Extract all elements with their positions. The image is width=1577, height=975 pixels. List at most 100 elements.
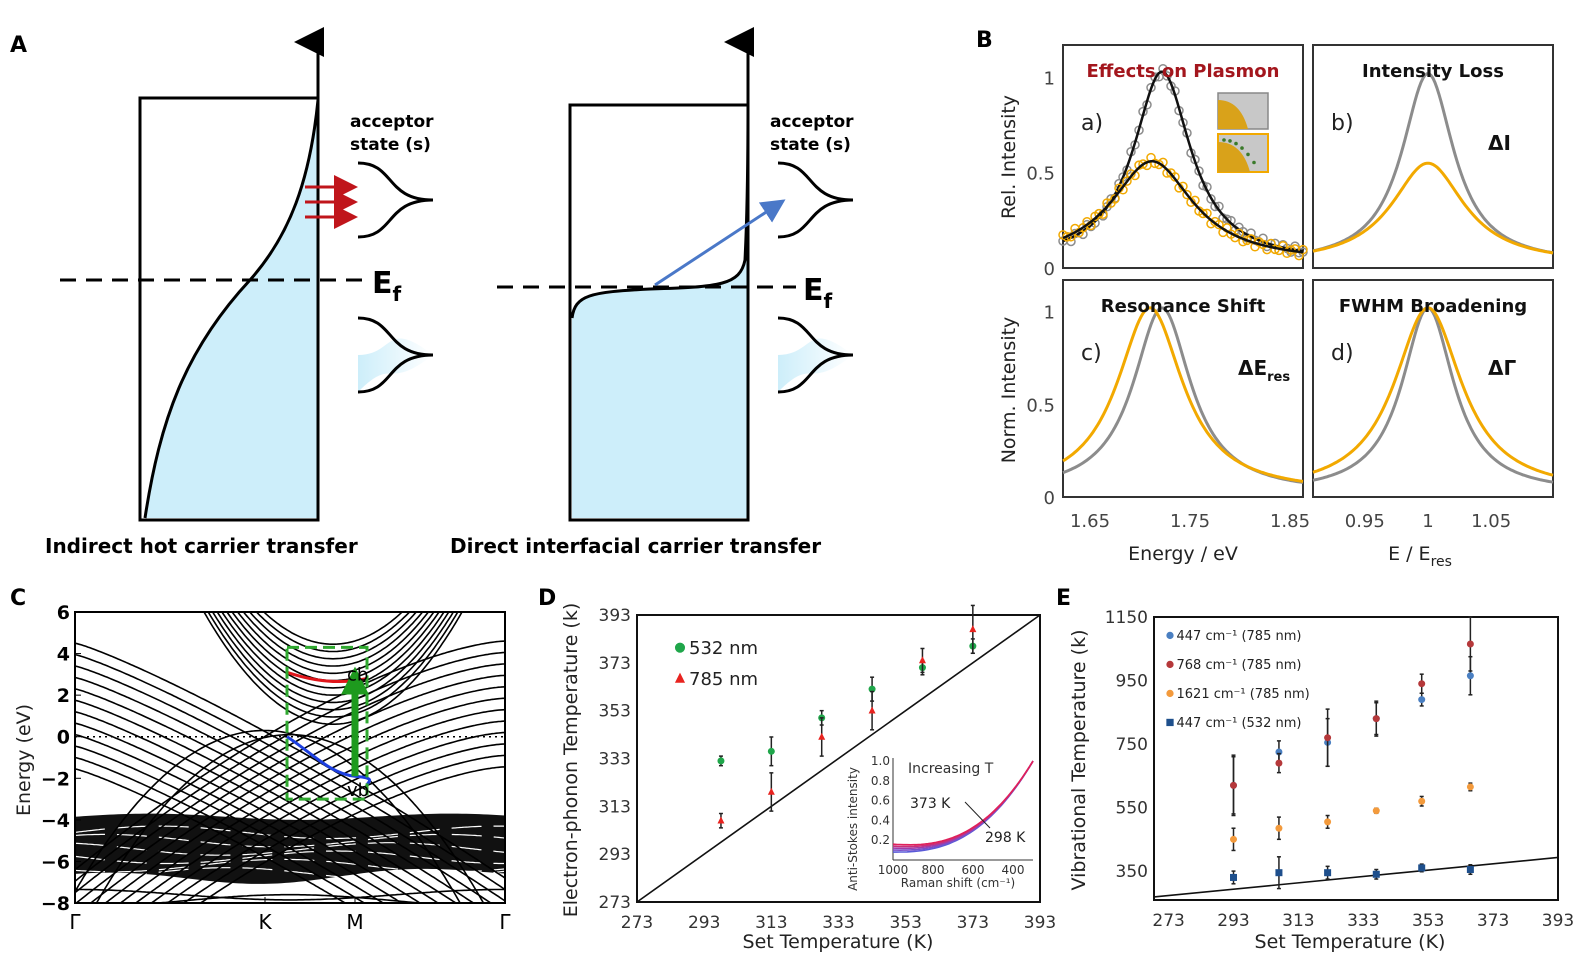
legend-label: 447 cm⁻¹ (532 nm) [1177, 716, 1302, 731]
y-tick-label: 0 [57, 727, 70, 749]
b-xlabel-right: E / Eres [1388, 543, 1452, 570]
data-marker-gray [1206, 194, 1216, 204]
inset-y-tick-label: 0.6 [871, 794, 890, 808]
panel-e: E 273 293 313 333 353 373 393 350 550 750 950 1150 4… [1056, 586, 1574, 953]
data-point [1372, 807, 1380, 815]
x-tick-label: 0.95 [1345, 511, 1385, 532]
legend-marker [674, 642, 686, 653]
subplot-title: Intensity Loss [1362, 61, 1504, 82]
subplot-frame [1062, 279, 1304, 498]
inset-ylabel: Anti-Stokes intensity [846, 767, 860, 891]
y-tick-label: 750 [1116, 735, 1148, 755]
band-line [221, 612, 445, 696]
band-line [119, 708, 505, 903]
direct-transfer-arrow [654, 199, 786, 287]
band-line [75, 888, 505, 901]
data-point [1418, 696, 1426, 704]
data-marker-orange [1094, 208, 1104, 219]
panel-label-b: B [976, 28, 993, 53]
band-lines [75, 612, 505, 903]
panel-label-c: C [10, 586, 26, 611]
y-tick-label: 373 [599, 654, 631, 674]
adsorbate-molecule [1234, 141, 1238, 146]
data-marker-orange [1110, 194, 1120, 204]
data-point [1230, 873, 1238, 881]
vibrational-temperature-plot: 273 293 313 333 353 373 393 350 550 750 950 1150 447… [1105, 608, 1574, 931]
direct-transfer-diagram: Ef acceptor state (s) Direct interfacial… [450, 27, 854, 558]
curve-gray [1312, 306, 1554, 484]
adsorbate-molecule [1240, 146, 1244, 150]
x-tick-label: 333 [1347, 911, 1379, 931]
x-tick-label: 393 [1024, 913, 1056, 933]
data-marker-orange [1298, 244, 1308, 255]
inset-y-tick-label: 0.2 [871, 833, 890, 847]
inset-x-tick-label: 800 [922, 863, 945, 877]
x-tick-label: 353 [1412, 911, 1444, 931]
subplot-tag: b) [1331, 111, 1354, 136]
y-tick-label: 313 [599, 797, 631, 817]
fermi-level-label: Ef [372, 266, 402, 306]
acceptor-state-gaussian-lower [357, 316, 434, 394]
data-point [1230, 781, 1238, 789]
acceptor-state-gaussian-upper [357, 161, 434, 239]
acceptor-state-gaussian-lower [777, 316, 854, 394]
y-tick-label: 353 [599, 702, 631, 722]
x-tick-label: 1.85 [1270, 511, 1310, 532]
curve-orange [1062, 306, 1304, 483]
y-tick-label: 2 [57, 685, 70, 707]
subplot-b: Intensity Loss b) ΔI [1312, 44, 1554, 269]
acceptor-label-line1: acceptor [770, 112, 854, 132]
annotation-main: ΔE [1238, 356, 1267, 380]
data-marker-orange [1198, 208, 1208, 219]
band-line [207, 612, 459, 718]
band-line [150, 731, 505, 903]
inset-annotation-arrow [964, 801, 991, 829]
plot-frame [1153, 616, 1559, 901]
panel-label-a: A [10, 33, 27, 58]
band-line [182, 754, 505, 903]
vb-label: vb [347, 780, 369, 801]
data-point [969, 625, 977, 633]
y-tick-label: 1 [1044, 68, 1055, 89]
data-point [1466, 640, 1474, 648]
inset-spectrum-curve [892, 760, 1034, 846]
x-tick-label: 313 [1282, 911, 1314, 931]
panel-a: A Ef acceptor state (s) Indirect hot car… [10, 27, 854, 558]
subplot-tag: c) [1081, 341, 1102, 366]
legend-marker [1166, 631, 1174, 640]
band-line [75, 674, 505, 903]
band-line [95, 733, 485, 903]
occupied-states-fill [572, 105, 748, 518]
data-point [1418, 680, 1426, 688]
data-point [1418, 797, 1426, 805]
y-tick-label: 4 [57, 644, 70, 666]
band-line [134, 720, 505, 903]
acceptor-label-line2: state (s) [770, 135, 851, 155]
x-tick-label: 293 [688, 913, 720, 933]
inset-y-tick-label: 1.0 [871, 754, 890, 768]
reference-line-y-equals-x [1153, 856, 1559, 898]
acceptor-label-line1: acceptor [350, 112, 434, 132]
subplot-frame [1312, 279, 1554, 498]
subplot-annotation: ΔI [1488, 131, 1511, 155]
data-point [1324, 818, 1332, 826]
y-tick-label: 273 [599, 893, 631, 913]
y-tick-label: −6 [41, 851, 70, 873]
e-ylabel: Vibrational Temperature (k) [1068, 630, 1090, 891]
data-marker-orange [1122, 176, 1132, 186]
b-ylabel-top: Rel. Intensity [998, 95, 1020, 219]
panel-b: B Effects on Plasmon a) 0 0.5 1 Intensity Los… [976, 28, 1554, 570]
inset-xlabel: Raman shift (cm⁻¹) [901, 876, 1015, 890]
electron-phonon-plot: 273 293 313 333 353 373 393 273 293 313 333 353 373 3… [599, 604, 1056, 933]
band-line [104, 697, 505, 903]
b-xlabel-left: Energy / eV [1128, 543, 1238, 565]
legend-label: 768 cm⁻¹ (785 nm) [1177, 658, 1302, 673]
band-line [211, 612, 455, 711]
band-gap-line [75, 833, 505, 848]
data-point [1418, 864, 1426, 872]
band-line [262, 612, 404, 645]
panel-label-d: D [538, 586, 556, 611]
legend-label: 785 nm [689, 669, 758, 690]
band-line [75, 729, 462, 903]
